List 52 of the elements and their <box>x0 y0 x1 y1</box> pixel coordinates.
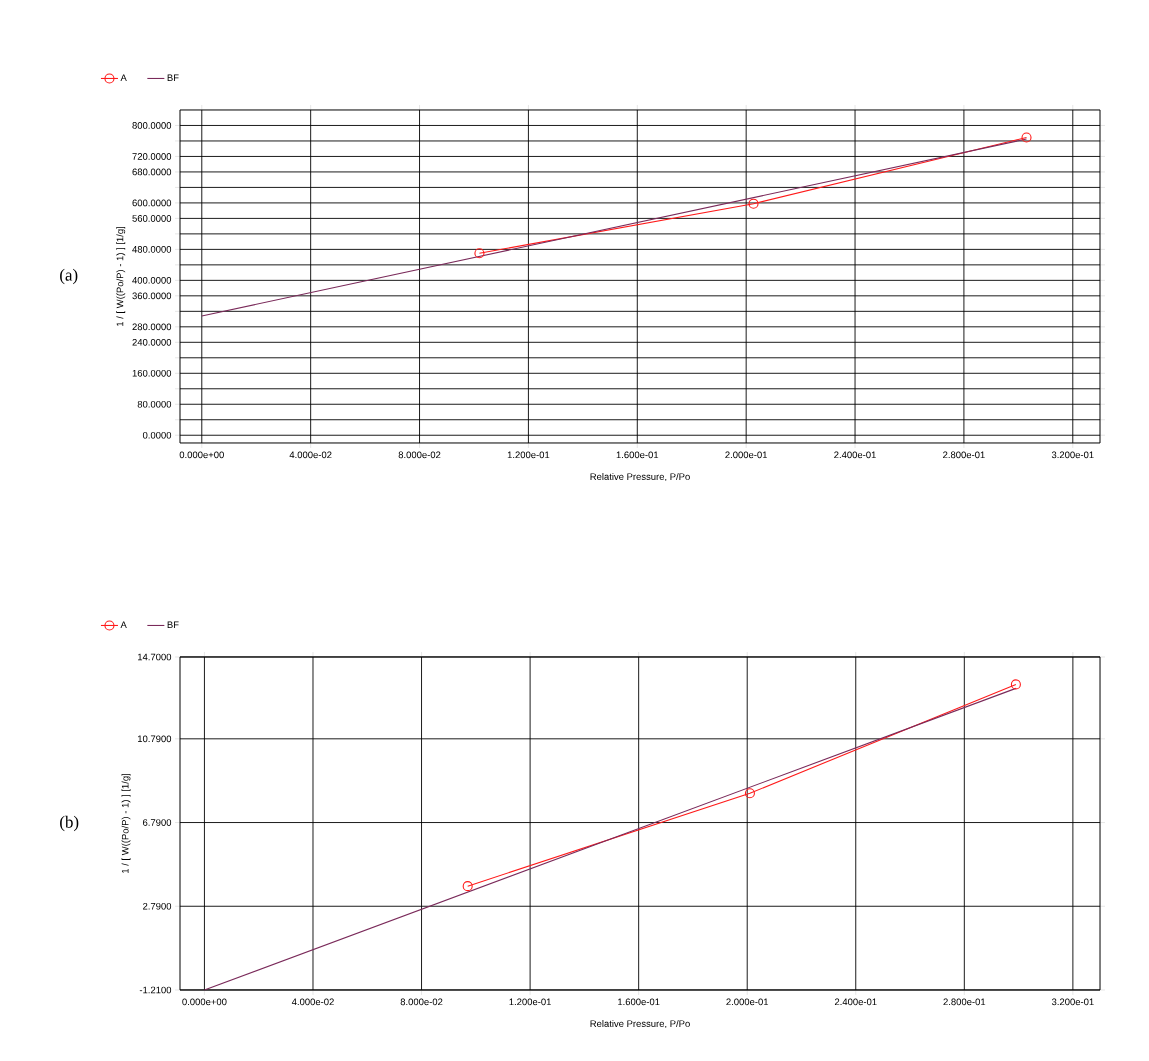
y-tick-label: 14.7000 <box>137 653 172 661</box>
point <box>474 248 485 259</box>
x-tick-label: 3.200e-01 <box>1051 998 1094 1006</box>
y-tick-label: 0.0000 <box>142 431 172 439</box>
y-tick-label: 720.0000 <box>132 153 172 160</box>
y-tick-label: 80.0000 <box>137 400 172 408</box>
y-tick-label: 10.7900 <box>137 735 172 743</box>
x-tick-label: 8.000e-02 <box>398 451 441 459</box>
text: (a) <box>60 268 78 285</box>
y-tick-label: 680.0000 <box>132 168 172 176</box>
x-tick-label: 4.000e-02 <box>291 998 334 1006</box>
y-tick-label: -1.2100 <box>139 986 172 994</box>
y-axis-title: 1 / [ W((Po/P) - 1) ] [1/g] <box>121 773 131 873</box>
y-tick-label: 600.0000 <box>132 199 172 207</box>
y-axis-title: 1 / [ W((Po/P) - 1) ] [1/g] <box>116 226 126 326</box>
legend-label: A <box>120 621 127 628</box>
x-tick-label: 2.800e-01 <box>943 998 986 1006</box>
x-tick-label: 0.000e+00 <box>182 998 227 1006</box>
y-tick-label: 800.0000 <box>132 122 172 129</box>
y-tick-label: 6.7900 <box>143 819 172 826</box>
x-tick-label: 3.200e-01 <box>1051 451 1094 459</box>
point <box>1021 132 1032 143</box>
point <box>1010 679 1021 690</box>
x-tick-label: 1.200e-01 <box>507 451 550 459</box>
x-tick-label: 1.200e-01 <box>509 998 551 1006</box>
point <box>744 788 755 799</box>
y-tick-label: 360.0000 <box>132 292 172 300</box>
x-tick-label: 0.000e+00 <box>179 451 224 459</box>
legend-label: BF <box>167 74 179 81</box>
x-axis-title: Relative Pressure, P/Po <box>590 1020 690 1029</box>
y-tick-label: 280.0000 <box>132 323 172 331</box>
y-tick-label: 160.0000 <box>132 369 172 377</box>
x-tick-label: 2.000e-01 <box>725 451 768 459</box>
point <box>748 198 759 209</box>
text: (b) <box>60 815 79 832</box>
x-tick-label: 1.600e-01 <box>616 451 659 459</box>
y-tick-label: 560.0000 <box>132 215 172 222</box>
point <box>462 881 473 892</box>
x-tick-label: 2.000e-01 <box>726 998 769 1006</box>
y-tick-label: 2.7900 <box>143 902 172 910</box>
y-tick-label: 240.0000 <box>132 338 172 346</box>
x-tick-label: 2.800e-01 <box>943 451 985 459</box>
x-tick-label: 8.000e-02 <box>400 998 443 1006</box>
x-tick-label: 2.400e-01 <box>834 998 877 1006</box>
y-tick-label: 400.0000 <box>132 277 172 284</box>
legend-label: A <box>120 74 127 81</box>
legend-label: BF <box>167 621 179 628</box>
x-tick-label: 4.000e-02 <box>289 451 332 459</box>
y-tick-label: 480.0000 <box>132 246 172 253</box>
x-tick-label: 1.600e-01 <box>618 998 660 1006</box>
x-tick-label: 2.400e-01 <box>834 451 876 459</box>
x-axis-title: Relative Pressure, P/Po <box>590 473 690 482</box>
